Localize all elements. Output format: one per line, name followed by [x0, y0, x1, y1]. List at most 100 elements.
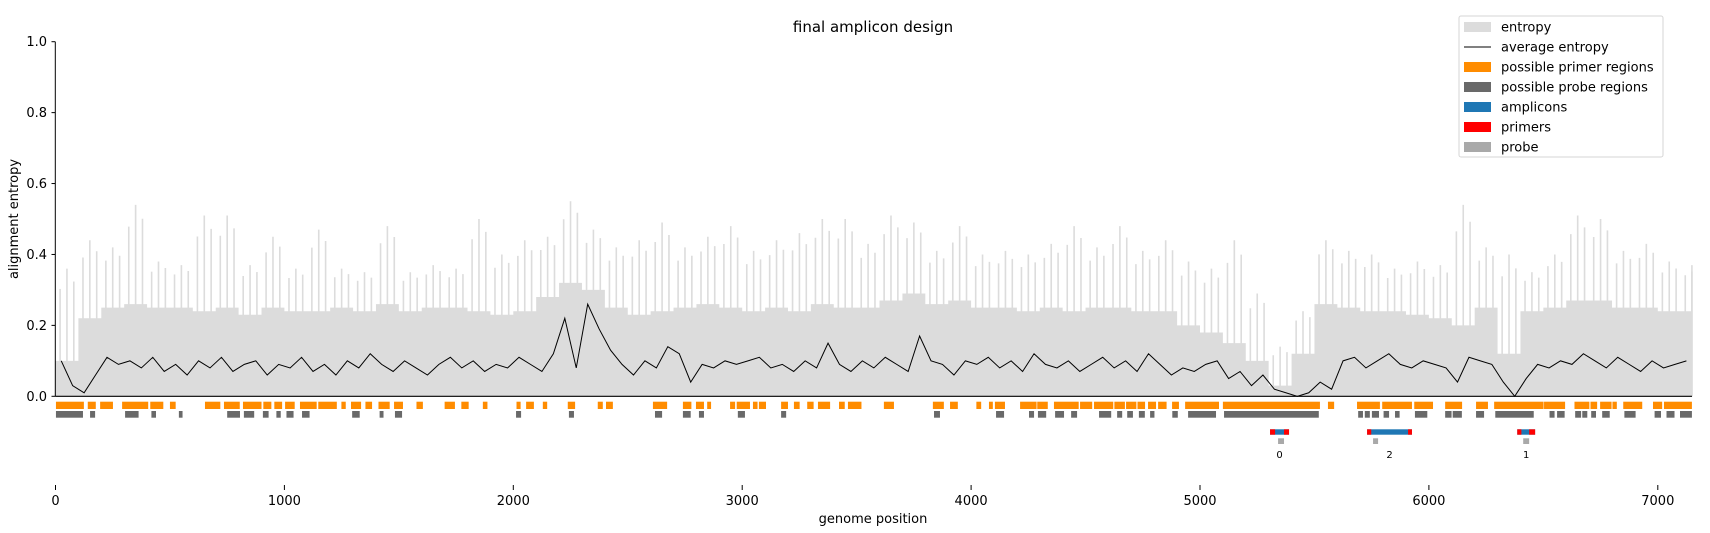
probe-region-bar — [151, 411, 156, 418]
y-tick-label: 0.4 — [26, 248, 47, 263]
reverse-primer-bar — [1284, 429, 1290, 435]
primer-region-bar — [378, 401, 390, 409]
primer-region-bar — [883, 401, 894, 409]
probe-region-bar — [394, 411, 403, 418]
probe-region-bar — [1445, 411, 1452, 418]
legend-label: average entropy — [1501, 41, 1609, 56]
x-tick-label: 2000 — [497, 494, 530, 509]
probe-region-bar — [243, 411, 255, 418]
primer-region-bar — [1382, 401, 1412, 409]
probe-region-bar — [1371, 411, 1379, 418]
primer-region-bar — [365, 401, 373, 409]
reverse-primer-bar — [1408, 429, 1412, 435]
primer-region-bar — [100, 401, 113, 409]
legend-label: probe — [1501, 141, 1539, 156]
probe-region-bar — [737, 411, 745, 418]
amplicon-label: 1 — [1523, 450, 1529, 461]
entropy-area — [55, 201, 1693, 397]
probe-region-bar — [1071, 411, 1078, 418]
probe-region-bar — [1172, 411, 1178, 418]
probe-region-bar — [682, 411, 691, 418]
primer-region-bar — [597, 401, 603, 409]
primer-region-bar — [793, 401, 800, 409]
probe-region-bar — [352, 411, 360, 418]
probe-region-bar — [1224, 411, 1319, 418]
primer-region-bar — [242, 401, 262, 409]
probe-region-bar — [55, 411, 83, 418]
chart-title: final amplicon design — [793, 18, 953, 36]
primer-region-bar — [606, 401, 613, 409]
primer-region-bar — [758, 401, 767, 409]
primer-region-bar — [394, 401, 403, 409]
primer-region-bar — [444, 401, 455, 409]
primer-region-bar — [994, 401, 1005, 409]
primer-region-bar — [817, 401, 831, 409]
primer-region-bar — [988, 401, 993, 409]
probe-region-bar — [1654, 411, 1662, 418]
probe-region-bar — [654, 411, 663, 418]
probe-region-bar — [1395, 411, 1400, 418]
primer-region-bar — [526, 401, 534, 409]
probe-region-bar — [379, 411, 384, 418]
x-tick-label: 3000 — [726, 494, 759, 509]
primer-region-bar — [318, 401, 337, 409]
legend-swatch — [1464, 82, 1491, 92]
probe-region-bar — [568, 411, 574, 418]
primer-region-bar — [516, 401, 521, 409]
legend-swatch — [1464, 102, 1491, 112]
primer-region-bar — [169, 401, 176, 409]
primer-region-bar — [263, 401, 272, 409]
y-tick-label: 1.0 — [26, 35, 47, 50]
primer-region-bar — [976, 401, 982, 409]
primer-region-bar — [1126, 401, 1137, 409]
primer-region-bar — [1158, 401, 1167, 409]
probe-region-bar — [1127, 411, 1133, 418]
probe-bar — [1373, 438, 1379, 444]
primer-region-bar — [299, 401, 317, 409]
primer-region-bar — [652, 401, 668, 409]
primer-region-bar — [567, 401, 576, 409]
probe-region-bar — [1414, 411, 1428, 418]
primer-region-bar — [1094, 401, 1114, 409]
probe-region-bar — [1557, 411, 1565, 418]
x-tick-label: 4000 — [955, 494, 988, 509]
probe-region-bar — [1452, 411, 1462, 418]
legend-label: possible primer regions — [1501, 61, 1654, 76]
legend: entropy average entropy possible primer re… — [1458, 15, 1664, 158]
amplicon-label: 2 — [1386, 450, 1392, 461]
primer-region-bar — [1414, 401, 1434, 409]
probe-region-bar — [1666, 411, 1675, 418]
probe-region-bar — [1117, 411, 1123, 418]
primer-region-bar — [1222, 401, 1320, 409]
primer-region-bar — [1357, 401, 1380, 409]
probe-region-bar — [781, 411, 787, 418]
probe-region-bar — [1549, 411, 1555, 418]
y-axis-label: alignment entropy — [7, 159, 22, 279]
legend-swatch — [1464, 122, 1491, 132]
y-axis-ticks: 0.0 0.2 0.4 0.6 0.8 1.0 — [26, 35, 56, 405]
primer-region-bar — [204, 401, 221, 409]
probe-region-bar — [1037, 411, 1047, 418]
y-tick-label: 0.6 — [26, 177, 47, 192]
primer-region-bar — [682, 401, 692, 409]
forward-primer-bar — [1517, 429, 1522, 435]
y-tick-label: 0.2 — [26, 319, 47, 334]
primer-region-bar — [847, 401, 862, 409]
forward-primer-bar — [1270, 429, 1276, 435]
primer-region-bar — [122, 401, 149, 409]
primer-region-bar — [1080, 401, 1093, 409]
probe-region-bar — [227, 411, 240, 418]
probe-bar — [1278, 438, 1285, 444]
primer-region-bar — [1612, 401, 1617, 409]
primer-region-bar — [87, 401, 96, 409]
probe-region-bar — [1150, 411, 1155, 418]
amplicon-bar — [1270, 429, 1290, 435]
x-tick-label: 0 — [51, 494, 59, 509]
probe-region-bar — [1495, 411, 1534, 418]
amplicon-bar — [1367, 429, 1412, 435]
primer-region-bar — [707, 401, 712, 409]
primer-region-bar — [150, 401, 164, 409]
probe-region-bar — [1591, 411, 1596, 418]
probe-region-bar — [1364, 411, 1370, 418]
